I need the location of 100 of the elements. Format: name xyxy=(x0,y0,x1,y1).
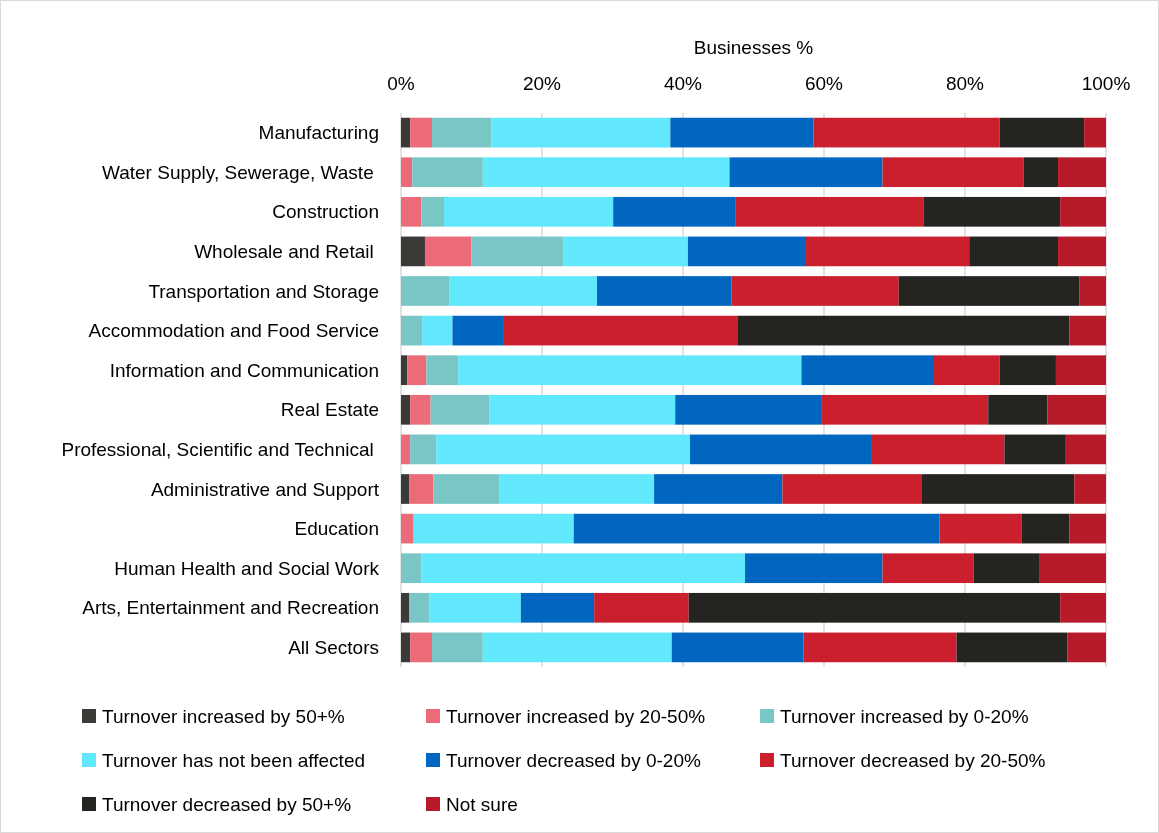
bar xyxy=(596,276,732,306)
bar xyxy=(401,355,408,386)
x-tick-label: 0% xyxy=(387,73,415,94)
bar xyxy=(401,315,423,346)
bar xyxy=(433,474,500,504)
y-tick-label: Arts, Entertainment and Recreation xyxy=(82,597,379,619)
bar xyxy=(1084,117,1107,148)
bar xyxy=(675,394,822,425)
bar xyxy=(430,394,490,425)
bar xyxy=(803,632,957,663)
bar xyxy=(421,196,445,227)
y-tick-label: Real Estate xyxy=(280,399,379,421)
bar xyxy=(1058,157,1106,188)
bar xyxy=(401,157,413,188)
bar xyxy=(921,474,1075,504)
bar xyxy=(729,157,883,188)
bar xyxy=(688,592,1061,623)
y-tick-label: Professional, Scientific and Technical xyxy=(61,439,379,461)
bar xyxy=(482,157,730,188)
bar xyxy=(503,315,738,346)
bar xyxy=(401,553,422,584)
bar xyxy=(401,474,410,504)
bar xyxy=(489,394,676,425)
bar xyxy=(410,632,433,663)
bar xyxy=(407,355,427,386)
legend-label: Turnover decreased by 20-50% xyxy=(780,749,1046,771)
y-tick-label: Human Health and Social Work xyxy=(114,557,380,579)
bar xyxy=(444,196,614,227)
bar xyxy=(1055,355,1106,386)
bar xyxy=(745,553,883,584)
legend-label: Turnover increased by 50+% xyxy=(102,705,345,727)
bar xyxy=(1004,434,1066,465)
bar xyxy=(1060,592,1107,623)
bar xyxy=(1079,276,1106,306)
legend-label: Turnover decreased by 50+% xyxy=(102,793,352,815)
bar xyxy=(424,236,472,267)
x-tick-label: 80% xyxy=(945,73,985,94)
legend-label: Turnover has not been affected xyxy=(102,749,366,771)
bar xyxy=(520,592,595,623)
bar xyxy=(410,394,431,425)
bar xyxy=(429,592,521,623)
bar xyxy=(410,117,433,148)
bar xyxy=(401,117,411,148)
y-tick-label: Manufacturing xyxy=(258,122,379,144)
bar xyxy=(410,434,437,465)
bar xyxy=(499,474,655,504)
bar xyxy=(735,196,924,227)
bar xyxy=(969,236,1059,267)
y-tick-label: Accommodation and Food Service xyxy=(88,320,379,342)
y-tick-label: Administrative and Support xyxy=(150,478,380,500)
bar xyxy=(594,592,689,623)
bar xyxy=(1067,632,1106,663)
bar xyxy=(821,394,989,425)
bar xyxy=(1021,513,1070,544)
bar xyxy=(988,394,1048,425)
bar xyxy=(737,315,1070,346)
bar xyxy=(401,394,411,425)
bar xyxy=(401,592,410,623)
bar xyxy=(882,157,1024,188)
y-tick-label: Construction xyxy=(272,201,379,223)
bar xyxy=(613,196,736,227)
x-tick-label: 60% xyxy=(804,73,844,94)
bar xyxy=(471,236,564,267)
bar xyxy=(432,117,492,148)
bar xyxy=(563,236,688,267)
bar xyxy=(923,196,1061,227)
bar xyxy=(401,632,411,663)
y-tick-label: Wholesale and Retail xyxy=(194,241,379,263)
bar xyxy=(409,592,430,623)
x-axis-title: Businesses % xyxy=(693,37,814,58)
bar xyxy=(412,157,483,188)
bar xyxy=(1047,394,1106,425)
bar xyxy=(409,474,434,504)
bar xyxy=(898,276,1080,306)
bar xyxy=(573,513,940,544)
bar xyxy=(426,355,459,386)
bar xyxy=(687,236,805,267)
bar xyxy=(690,434,872,465)
bar xyxy=(813,117,1000,148)
bar xyxy=(1058,236,1106,267)
legend-label: Not sure xyxy=(446,793,518,815)
bar xyxy=(871,434,1005,465)
x-tick-label: 100% xyxy=(1081,73,1131,94)
bar xyxy=(401,513,413,544)
bar xyxy=(1069,315,1106,346)
bar xyxy=(670,117,814,148)
bar xyxy=(933,355,1000,386)
y-tick-label: Transportation and Storage xyxy=(148,280,379,302)
y-tick-label: All Sectors xyxy=(288,637,379,659)
bar xyxy=(458,355,802,386)
bar xyxy=(654,474,783,504)
bar xyxy=(804,236,970,267)
bar xyxy=(482,632,672,663)
bar xyxy=(412,513,574,544)
x-tick-label: 40% xyxy=(663,73,703,94)
bar xyxy=(401,196,422,227)
bar xyxy=(1065,434,1106,465)
bar xyxy=(956,632,1068,663)
bar xyxy=(731,276,899,306)
bar xyxy=(1023,157,1059,188)
